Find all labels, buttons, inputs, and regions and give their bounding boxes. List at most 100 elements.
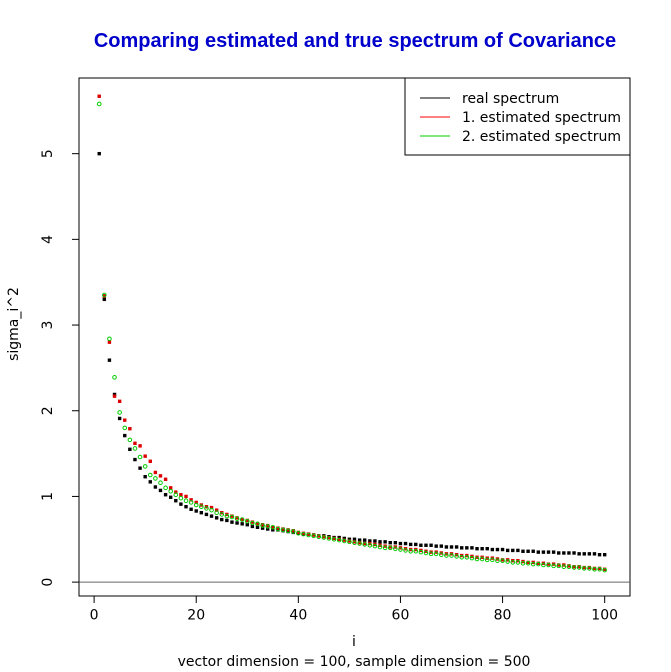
- data-point: [209, 507, 214, 513]
- data-point: [127, 437, 133, 443]
- data-point: [347, 537, 352, 541]
- data-point: [546, 550, 551, 554]
- data-point: [142, 464, 148, 469]
- data-point: [383, 540, 387, 544]
- data-point: [153, 476, 158, 481]
- data-point: [597, 552, 602, 557]
- data-point: [393, 541, 398, 545]
- data-point: [484, 557, 490, 563]
- data-point: [286, 528, 290, 532]
- data-point: [193, 502, 199, 508]
- data-point: [363, 538, 367, 542]
- y-tick-label: 4: [40, 235, 56, 244]
- data-point: [444, 553, 449, 558]
- data-point: [557, 551, 561, 555]
- data-point: [281, 529, 285, 533]
- data-point: [337, 537, 341, 541]
- data-point: [250, 524, 255, 529]
- data-point: [271, 525, 275, 529]
- data-point: [209, 514, 214, 518]
- data-point: [158, 488, 163, 493]
- data-point: [250, 520, 255, 526]
- data-point: [602, 567, 607, 571]
- data-point: [306, 532, 311, 536]
- data-point: [541, 550, 546, 554]
- data-point: [183, 498, 189, 504]
- y-tick-label: 0: [40, 578, 56, 587]
- data-point: [250, 520, 255, 524]
- data-point: [97, 94, 101, 98]
- data-point: [357, 538, 362, 542]
- data-point: [317, 534, 321, 538]
- data-point: [398, 541, 403, 546]
- data-point: [168, 486, 173, 490]
- data-point: [204, 512, 209, 517]
- data-point: [510, 560, 516, 565]
- data-point: [414, 542, 418, 547]
- data-points: [96, 94, 607, 573]
- data-point: [511, 548, 515, 553]
- data-point: [556, 563, 562, 569]
- data-point: [178, 495, 184, 501]
- data-point: [357, 541, 362, 545]
- series-3: [96, 101, 607, 573]
- data-point: [372, 543, 378, 549]
- data-point: [260, 523, 265, 527]
- data-point: [439, 544, 443, 548]
- data-point: [403, 541, 408, 546]
- data-point: [322, 535, 326, 539]
- x-axis: 0 20 40 60 80 100: [90, 595, 618, 624]
- data-point: [199, 504, 204, 510]
- data-point: [179, 493, 183, 497]
- data-point: [373, 539, 377, 543]
- data-point: [266, 523, 270, 528]
- data-point: [189, 507, 193, 511]
- data-point: [597, 566, 602, 571]
- data-point: [255, 521, 260, 527]
- data-point: [153, 485, 158, 489]
- data-point: [460, 546, 464, 550]
- legend-label-estimated-1: 1. estimated spectrum: [462, 110, 621, 126]
- x-tick-label: 40: [289, 608, 307, 624]
- data-point: [581, 566, 587, 571]
- data-point: [577, 552, 581, 556]
- data-point: [398, 547, 403, 552]
- data-point: [137, 454, 143, 460]
- data-point: [275, 526, 281, 532]
- data-point: [148, 480, 152, 484]
- x-axis-subtitle: vector dimension = 100, sample dimension…: [178, 654, 531, 670]
- data-point: [128, 447, 132, 451]
- data-point: [133, 441, 137, 445]
- data-point: [378, 540, 382, 544]
- data-point: [341, 538, 347, 544]
- data-point: [255, 525, 260, 529]
- data-point: [363, 541, 367, 546]
- data-point: [388, 541, 392, 545]
- data-point: [194, 500, 198, 505]
- y-axis: 0 1 2 3 4 5: [40, 149, 80, 587]
- data-point: [551, 550, 556, 554]
- data-point: [326, 536, 332, 541]
- data-point: [296, 530, 301, 536]
- x-tick-label: 20: [187, 608, 205, 624]
- data-point: [505, 548, 510, 553]
- data-point: [117, 410, 122, 415]
- data-point: [562, 551, 566, 555]
- data-point: [526, 549, 530, 553]
- data-point: [500, 558, 505, 563]
- data-point: [521, 549, 525, 553]
- data-point: [132, 446, 138, 451]
- data-point: [133, 457, 137, 462]
- data-point: [188, 500, 194, 505]
- data-point: [592, 552, 597, 556]
- data-point: [536, 561, 541, 567]
- data-point: [336, 537, 342, 543]
- data-point: [536, 550, 541, 554]
- data-point: [179, 502, 183, 506]
- data-point: [403, 548, 408, 553]
- data-point: [505, 559, 510, 564]
- data-point: [408, 548, 413, 554]
- data-point: [419, 543, 423, 547]
- data-point: [377, 544, 383, 550]
- data-point: [220, 517, 224, 522]
